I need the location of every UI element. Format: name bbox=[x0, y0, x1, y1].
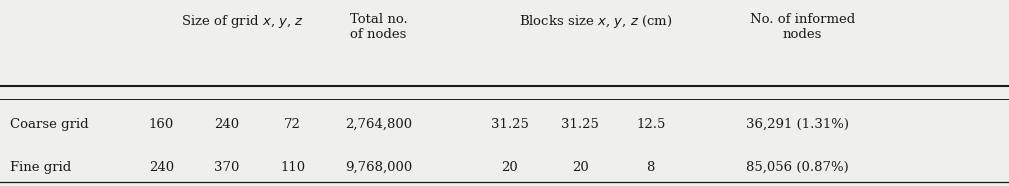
Text: Coarse grid: Coarse grid bbox=[10, 118, 89, 131]
Text: 36,291 (1.31%): 36,291 (1.31%) bbox=[746, 118, 849, 131]
Text: Fine grid: Fine grid bbox=[10, 161, 72, 174]
Text: 12.5: 12.5 bbox=[636, 118, 666, 131]
Text: 20: 20 bbox=[572, 161, 588, 174]
Text: 110: 110 bbox=[281, 161, 305, 174]
Text: Blocks size $x$, $y$, $z$ (cm): Blocks size $x$, $y$, $z$ (cm) bbox=[519, 13, 672, 30]
Text: 2,764,800: 2,764,800 bbox=[345, 118, 412, 131]
Text: 72: 72 bbox=[285, 118, 301, 131]
Text: 20: 20 bbox=[501, 161, 518, 174]
Text: 8: 8 bbox=[647, 161, 655, 174]
Text: 370: 370 bbox=[214, 161, 240, 174]
Text: 240: 240 bbox=[215, 118, 239, 131]
Text: 31.25: 31.25 bbox=[490, 118, 529, 131]
Text: 85,056 (0.87%): 85,056 (0.87%) bbox=[746, 161, 849, 174]
Text: Size of grid $x$, $y$, $z$: Size of grid $x$, $y$, $z$ bbox=[181, 13, 304, 30]
Text: 9,768,000: 9,768,000 bbox=[345, 161, 412, 174]
Text: No. of informed
nodes: No. of informed nodes bbox=[750, 13, 855, 41]
Text: Total no.
of nodes: Total no. of nodes bbox=[349, 13, 408, 41]
Text: 31.25: 31.25 bbox=[561, 118, 599, 131]
Text: 240: 240 bbox=[149, 161, 174, 174]
Text: 160: 160 bbox=[148, 118, 175, 131]
